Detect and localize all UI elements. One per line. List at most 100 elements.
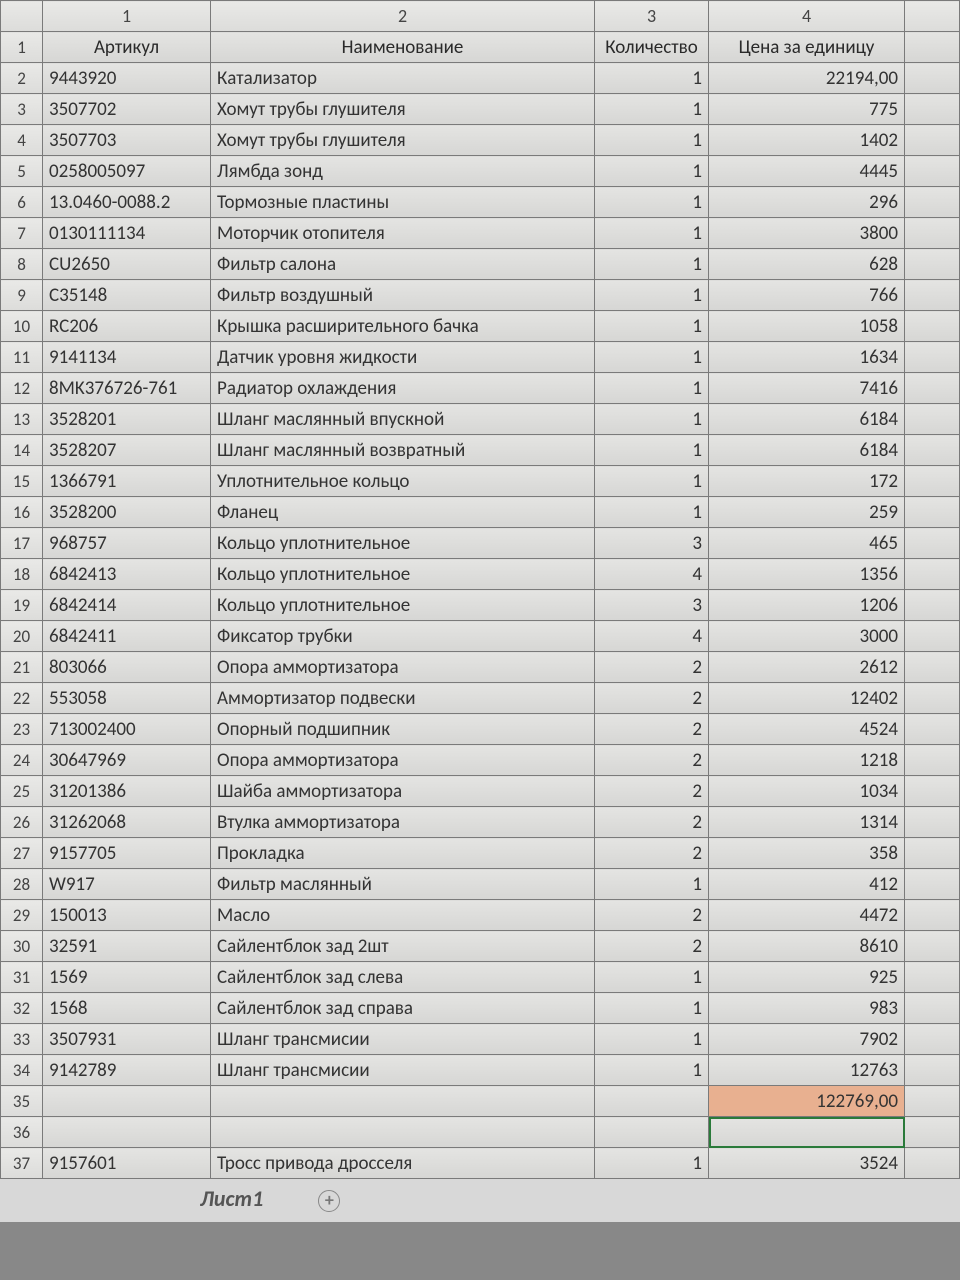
cell[interactable] [905,311,960,342]
cell-artikul[interactable]: 9157705 [43,838,211,869]
cell-name[interactable]: Фильтр маслянный [211,869,595,900]
cell[interactable] [905,63,960,94]
cell-name[interactable]: Сайлентблок зад справа [211,993,595,1024]
cell-name[interactable]: Фиксатор трубки [211,621,595,652]
cell-qty[interactable]: 1 [595,249,709,280]
cell[interactable] [905,466,960,497]
cell-name[interactable]: Лямбда зонд [211,156,595,187]
cell-artikul[interactable]: 32591 [43,931,211,962]
cell[interactable] [43,1086,211,1117]
cell-qty[interactable]: 1 [595,404,709,435]
cell-price[interactable]: 4524 [709,714,905,745]
cell-qty[interactable]: 1 [595,218,709,249]
cell-name[interactable]: Опора аммортизатора [211,745,595,776]
cell-qty[interactable]: 3 [595,590,709,621]
cell[interactable] [905,652,960,683]
cell-price[interactable]: 628 [709,249,905,280]
row-header[interactable]: 14 [1,435,43,466]
cell-artikul[interactable]: 3528201 [43,404,211,435]
cell-qty[interactable]: 1 [595,1024,709,1055]
header-name[interactable]: Наименование [211,32,595,63]
cell-qty[interactable]: 2 [595,745,709,776]
cell[interactable] [905,156,960,187]
cell-artikul[interactable]: 9443920 [43,63,211,94]
row-header[interactable]: 24 [1,745,43,776]
cell-name[interactable]: Тросс привода дросселя [211,1148,595,1179]
cell-qty[interactable]: 1 [595,962,709,993]
cell-artikul[interactable]: W917 [43,869,211,900]
cell-price[interactable]: 358 [709,838,905,869]
cell-qty[interactable]: 2 [595,652,709,683]
cell-artikul[interactable]: 3528207 [43,435,211,466]
cell-qty[interactable]: 1 [595,125,709,156]
cell-artikul[interactable]: 31262068 [43,807,211,838]
header-price[interactable]: Цена за единицу [709,32,905,63]
cell[interactable] [905,187,960,218]
cell-name[interactable]: Шайба аммортизатора [211,776,595,807]
cell-price[interactable]: 12402 [709,683,905,714]
cell-qty[interactable]: 1 [595,156,709,187]
cell-artikul[interactable]: RC206 [43,311,211,342]
cell-qty[interactable]: 1 [595,280,709,311]
cell[interactable] [905,404,960,435]
cell-artikul[interactable]: 150013 [43,900,211,931]
cell-qty[interactable]: 2 [595,776,709,807]
cell-name[interactable]: Радиатор охлаждения [211,373,595,404]
cell-qty[interactable]: 1 [595,342,709,373]
row-header[interactable]: 18 [1,559,43,590]
cell[interactable] [905,1148,960,1179]
cell-qty[interactable]: 1 [595,1055,709,1086]
row-header[interactable]: 21 [1,652,43,683]
cell-name[interactable]: Сайлентблок зад слева [211,962,595,993]
cell-artikul[interactable]: 6842414 [43,590,211,621]
cell[interactable] [211,1086,595,1117]
cell-name[interactable]: Шланг маслянный впускной [211,404,595,435]
row-header[interactable]: 31 [1,962,43,993]
total-value[interactable]: 122769,00 [709,1086,905,1117]
cell-price[interactable]: 3800 [709,218,905,249]
cell-name[interactable]: Опора аммортизатора [211,652,595,683]
cell[interactable] [905,962,960,993]
cell-price[interactable]: 3000 [709,621,905,652]
cell[interactable] [905,776,960,807]
cell[interactable] [905,993,960,1024]
row-header[interactable]: 23 [1,714,43,745]
cell[interactable] [905,1117,960,1148]
cell[interactable] [905,745,960,776]
cell-artikul[interactable]: 31201386 [43,776,211,807]
cell-price[interactable]: 8610 [709,931,905,962]
row-header[interactable]: 34 [1,1055,43,1086]
cell-qty[interactable]: 2 [595,900,709,931]
row-header[interactable]: 5 [1,156,43,187]
cell-artikul[interactable]: 13.0460-0088.2 [43,187,211,218]
cell[interactable] [905,590,960,621]
cell-name[interactable]: Втулка аммортизатора [211,807,595,838]
cell-artikul[interactable]: 9141134 [43,342,211,373]
cell-price[interactable]: 6184 [709,435,905,466]
row-header[interactable]: 22 [1,683,43,714]
cell[interactable] [43,1117,211,1148]
cell-name[interactable]: Уплотнительное кольцо [211,466,595,497]
cell-name[interactable]: Фильтр воздушный [211,280,595,311]
row-header[interactable]: 2 [1,63,43,94]
row-header[interactable]: 8 [1,249,43,280]
cell-price[interactable]: 1402 [709,125,905,156]
cell-artikul[interactable]: 713002400 [43,714,211,745]
cell-artikul[interactable]: 9142789 [43,1055,211,1086]
cell-price[interactable]: 1218 [709,745,905,776]
cell-price[interactable]: 775 [709,94,905,125]
cell-name[interactable]: Тормозные пластины [211,187,595,218]
cell-qty[interactable]: 1 [595,1148,709,1179]
cell[interactable] [905,1055,960,1086]
cell-artikul[interactable]: 1568 [43,993,211,1024]
cell[interactable] [905,838,960,869]
cell-price[interactable]: 925 [709,962,905,993]
cell-artikul[interactable]: CU2650 [43,249,211,280]
cell[interactable] [905,559,960,590]
row-header[interactable]: 37 [1,1148,43,1179]
row-header[interactable]: 19 [1,590,43,621]
cell[interactable] [905,1024,960,1055]
cell-price[interactable]: 1034 [709,776,905,807]
cell-qty[interactable]: 1 [595,497,709,528]
row-header[interactable]: 27 [1,838,43,869]
